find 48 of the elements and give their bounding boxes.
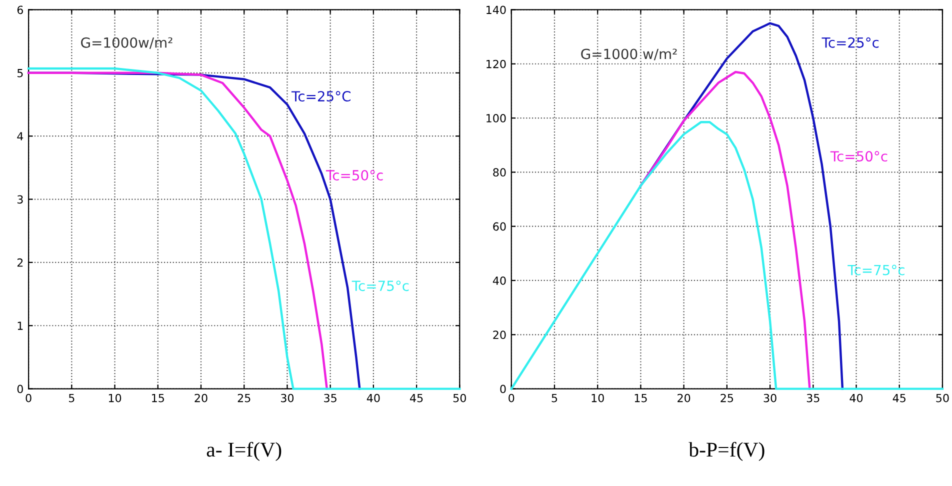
x-tick-label: 40 — [850, 394, 863, 402]
annotation: Tc=75°c — [352, 280, 409, 292]
y-tick-label: 2 — [17, 258, 23, 267]
x-tick-label: 50 — [936, 394, 949, 402]
text: b-P=f(V) — [688, 442, 764, 461]
annotation: Tc=75°c — [848, 264, 904, 276]
y-tick-label: 100 — [486, 114, 506, 122]
x-tick-label: 25 — [720, 394, 734, 402]
x-tick-label: 20 — [194, 394, 208, 402]
x-tick-label: 25 — [238, 394, 250, 402]
y-tick-label: 60 — [493, 222, 506, 231]
y-tick-label: 0 — [500, 384, 506, 394]
x-tick-label: 0 — [26, 394, 32, 402]
x-tick-label: 45 — [410, 394, 423, 402]
x-tick-label: 5 — [68, 394, 74, 402]
y-tick-label: 40 — [492, 276, 506, 285]
y-tick-label: 3 — [17, 195, 23, 204]
annotation: Tc=25°c — [822, 37, 879, 48]
y-tick-label: 0 — [17, 384, 23, 394]
y-tick-label: 6 — [17, 6, 23, 14]
x-tick-label: 30 — [764, 394, 776, 402]
y-tick-label: 80 — [493, 168, 506, 177]
text: a- I=f(V) — [206, 442, 282, 461]
annotation: Tc=50°c — [830, 151, 888, 162]
y-tick-label: 20 — [493, 330, 506, 340]
y-tick-label: 4 — [17, 132, 24, 140]
y-tick-label: 140 — [486, 6, 506, 14]
annotation: Tc=25°C — [291, 91, 350, 102]
x-tick-label: 45 — [892, 394, 906, 402]
line-series — [640, 70, 811, 390]
x-tick-label: 0 — [508, 394, 514, 402]
x-tick-label: 15 — [634, 394, 647, 402]
x-tick-label: 15 — [152, 394, 164, 402]
x-tick-label: 5 — [552, 394, 558, 402]
x-tick-label: 35 — [324, 394, 336, 402]
x-tick-label: 20 — [678, 394, 690, 402]
x-tick-label: 30 — [280, 394, 294, 402]
annotation: G=1000w/m² — [81, 37, 172, 49]
y-tick-label: 120 — [486, 60, 506, 68]
annotation: Tc=50°c — [326, 170, 383, 181]
x-tick-label: 10 — [592, 394, 604, 402]
x-tick-label: 10 — [108, 394, 122, 402]
annotation: G=1000 w/m² — [581, 48, 677, 60]
x-tick-label: 50 — [453, 394, 466, 402]
x-tick-label: 35 — [806, 394, 820, 402]
y-tick-label: 5 — [17, 69, 23, 78]
x-tick-label: 40 — [366, 394, 380, 402]
y-tick-label: 1 — [18, 322, 23, 330]
